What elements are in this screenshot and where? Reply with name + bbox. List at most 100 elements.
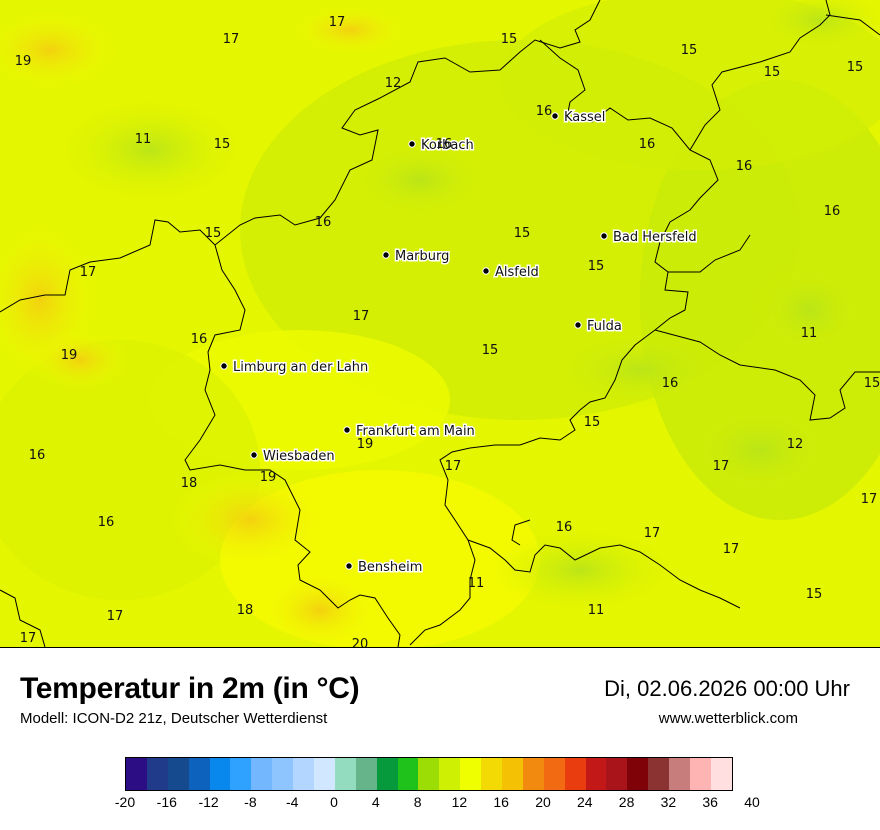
scale-swatch bbox=[606, 758, 628, 790]
temperature-value: 17 bbox=[644, 526, 661, 541]
temperature-value: 17 bbox=[223, 32, 240, 47]
scale-tick-label: 28 bbox=[618, 794, 635, 810]
scale-tick-label: 40 bbox=[744, 794, 760, 810]
scale-tick-label: 8 bbox=[413, 794, 422, 810]
city-marburg[interactable]: Marburg bbox=[382, 248, 451, 266]
website-url[interactable]: www.wetterblick.com bbox=[658, 710, 798, 727]
scale-swatch bbox=[209, 758, 231, 790]
temperature-value: 12 bbox=[787, 437, 804, 452]
scale-swatch bbox=[314, 758, 335, 790]
scale-swatch bbox=[543, 758, 565, 790]
temperature-value: 15 bbox=[205, 226, 222, 241]
city-bensheim[interactable]: Bensheim bbox=[345, 559, 424, 577]
scale-tick-label: 16 bbox=[493, 794, 509, 810]
city-kassel[interactable]: Kassel bbox=[551, 109, 607, 127]
temperature-value: 16 bbox=[639, 137, 656, 152]
city-label: Limburg an der Lahn bbox=[233, 360, 368, 375]
temperature-value: 15 bbox=[588, 259, 605, 274]
city-label: Kassel bbox=[564, 110, 605, 125]
scale-swatch bbox=[710, 758, 732, 790]
temperature-value: 17 bbox=[713, 459, 730, 474]
temperature-value: 11 bbox=[801, 326, 818, 341]
temperature-value: 18 bbox=[181, 476, 198, 491]
city-label: Bad Hersfeld bbox=[613, 230, 697, 245]
city-korbach[interactable]: Korbach bbox=[408, 137, 475, 155]
temperature-value: 15 bbox=[501, 32, 518, 47]
temperature-value: 16 bbox=[662, 376, 679, 391]
scale-swatch bbox=[293, 758, 315, 790]
scale-swatch bbox=[418, 758, 440, 790]
temperature-value: 16 bbox=[315, 215, 332, 230]
scale-swatch bbox=[334, 758, 356, 790]
scale-swatch bbox=[585, 758, 607, 790]
scale-swatch bbox=[251, 758, 273, 790]
city-wiesbaden[interactable]: Wiesbaden bbox=[250, 448, 336, 466]
temperature-value: 11 bbox=[468, 576, 485, 591]
temperature-value: 17 bbox=[723, 542, 740, 557]
city-label: Bensheim bbox=[358, 560, 422, 575]
scale-tick-label: 12 bbox=[451, 794, 468, 810]
city-dot bbox=[574, 321, 582, 329]
scale-tick-label: -16 bbox=[156, 794, 177, 810]
temperature-value: 11 bbox=[588, 603, 605, 618]
scale-tick-label: 36 bbox=[702, 794, 718, 810]
temperature-value: 16 bbox=[556, 520, 573, 535]
city-label: Alsfeld bbox=[495, 265, 539, 280]
city-label: Fulda bbox=[587, 319, 622, 334]
city-label: Korbach bbox=[421, 138, 474, 153]
scale-swatch bbox=[460, 758, 482, 790]
temperature-value: 19 bbox=[15, 54, 32, 69]
temperature-value: 15 bbox=[764, 65, 781, 80]
scale-tick-label: -12 bbox=[198, 794, 219, 810]
scale-swatch bbox=[439, 758, 461, 790]
color-scale-ticks: -20 -16 -12 -8 -4 0 4 8 12 16 20 24 28 32 36 40 bbox=[0, 794, 880, 814]
temperature-value: 17 bbox=[107, 609, 124, 624]
temperature-value: 16 bbox=[736, 159, 753, 174]
scale-swatch bbox=[376, 758, 398, 790]
city-dot bbox=[482, 267, 490, 275]
temperature-value: 15 bbox=[806, 587, 823, 602]
temperature-value: 15 bbox=[214, 137, 231, 152]
temperature-areas bbox=[0, 0, 880, 647]
city-label: Marburg bbox=[395, 249, 449, 264]
temperature-value: 15 bbox=[482, 343, 499, 358]
scale-swatch bbox=[126, 758, 147, 790]
temperature-value: 15 bbox=[514, 226, 531, 241]
temperature-value: 19 bbox=[61, 348, 78, 363]
scale-swatch bbox=[627, 758, 649, 790]
scale-tick-label: -20 bbox=[114, 794, 136, 810]
city-label: Frankfurt am Main bbox=[356, 424, 475, 439]
temperature-value: 17 bbox=[20, 631, 37, 646]
temperature-values: 17 17 15 15 19 15 15 12 16 11 15 16 16 16 16 16 15 15 15 17… bbox=[15, 15, 880, 647]
scale-tick-label: -8 bbox=[244, 794, 257, 810]
scale-tick-label: 32 bbox=[660, 794, 677, 810]
temperature-value: 17 bbox=[445, 459, 462, 474]
scale-swatch bbox=[690, 758, 711, 790]
scale-swatch bbox=[188, 758, 210, 790]
scale-tick-label: 4 bbox=[371, 794, 380, 810]
temperature-value: 12 bbox=[385, 76, 402, 91]
forecast-datetime: Di, 02.06.2026 00:00 Uhr bbox=[604, 676, 850, 701]
scale-tick-label: 24 bbox=[577, 794, 593, 810]
border-lines bbox=[0, 0, 880, 647]
temperature-value: 15 bbox=[847, 60, 864, 75]
temperature-value: 19 bbox=[357, 437, 374, 452]
scale-tick-label: -4 bbox=[285, 794, 299, 810]
city-dot bbox=[408, 140, 416, 148]
temperature-value: 16 bbox=[824, 204, 841, 219]
temperature-value: 15 bbox=[584, 415, 601, 430]
city-label: Wiesbaden bbox=[263, 449, 335, 464]
temperature-value: 16 bbox=[436, 137, 453, 152]
temperature-value: 16 bbox=[191, 332, 208, 347]
city-frankfurt-am-main[interactable]: Frankfurt am Main bbox=[343, 423, 476, 441]
city-limburg-an-der-lahn[interactable]: Limburg an der Lahn bbox=[220, 359, 370, 377]
scale-swatch bbox=[564, 758, 586, 790]
scale-swatch bbox=[397, 758, 419, 790]
city-alsfeld[interactable]: Alsfeld bbox=[482, 264, 540, 282]
temperature-value: 18 bbox=[237, 603, 254, 618]
city-fulda[interactable]: Fulda bbox=[574, 318, 623, 336]
temperature-map[interactable]: Kassel Korbach Bad Hersfeld Marburg Alsfeld F… bbox=[0, 0, 880, 648]
temperature-value: 17 bbox=[861, 492, 878, 507]
city-bad-hersfeld[interactable]: Bad Hersfeld bbox=[600, 229, 698, 247]
city-dot bbox=[551, 112, 559, 120]
